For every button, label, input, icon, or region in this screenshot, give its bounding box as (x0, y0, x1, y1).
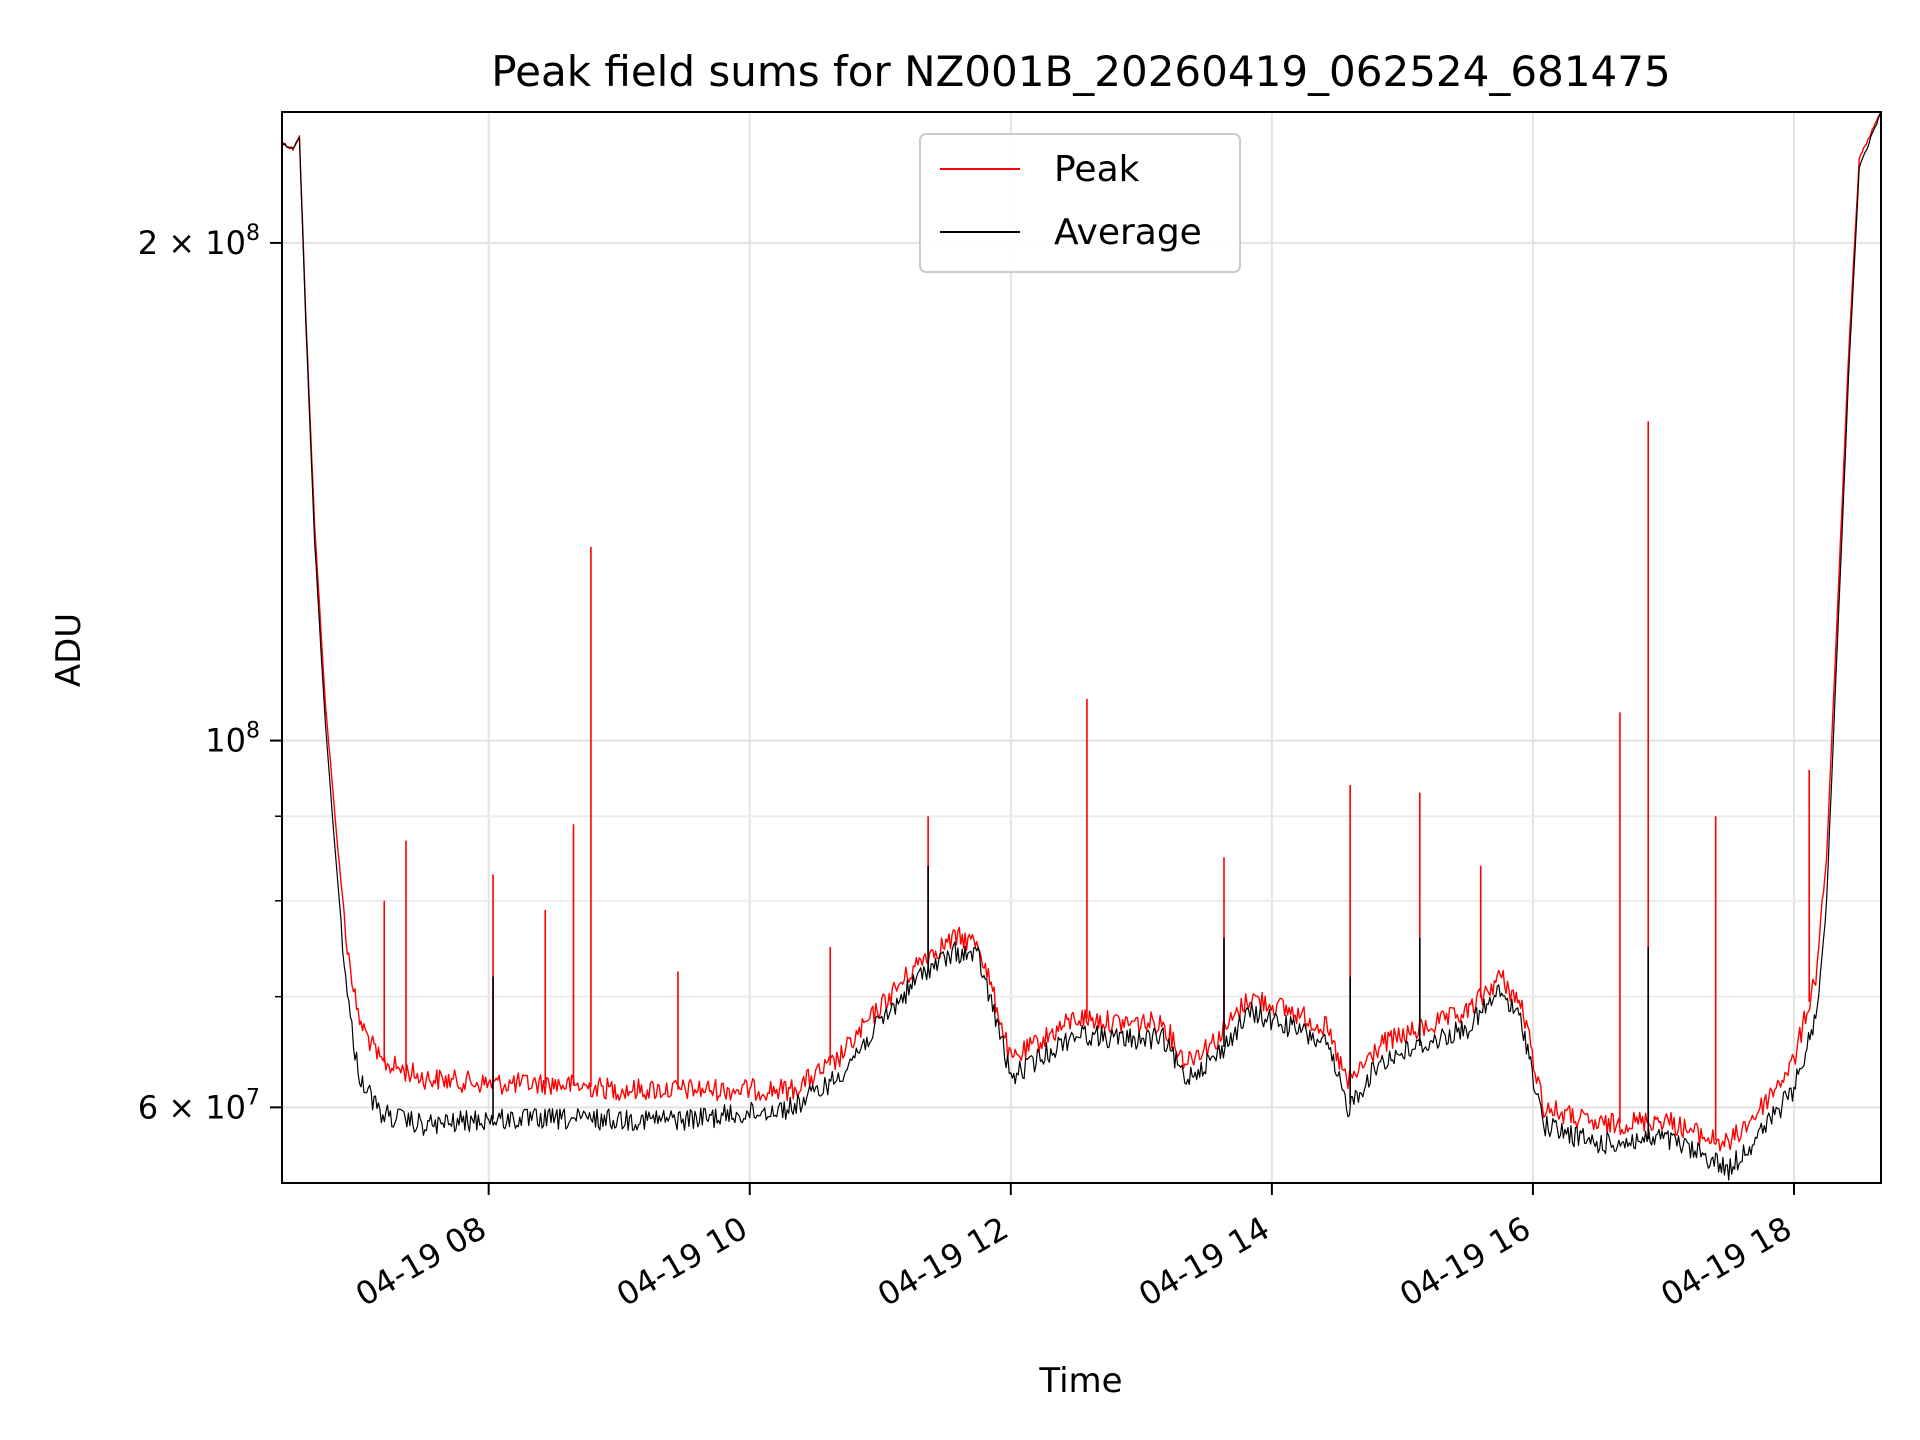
chart-title: Peak field sums for NZ001B_20260419_0625… (491, 47, 1670, 96)
series-layer (282, 112, 1881, 1181)
legend: Peak Average (919, 133, 1241, 273)
y-tick-label: 6 × 107 (138, 1085, 260, 1126)
y-tick-label: 108 (205, 719, 260, 760)
series-average (282, 112, 1881, 1181)
legend-label-average: Average (1054, 212, 1202, 253)
y-tick-label: 2 × 108 (138, 221, 260, 262)
peak-line (282, 112, 1881, 1152)
x-axis-title: Time (1038, 1361, 1122, 1401)
y-axis-title: ADU (49, 613, 89, 687)
plot-frame (281, 111, 1882, 1184)
grid (282, 112, 1881, 1183)
average-line (282, 112, 1881, 1181)
legend-label-peak: Peak (1054, 149, 1140, 190)
